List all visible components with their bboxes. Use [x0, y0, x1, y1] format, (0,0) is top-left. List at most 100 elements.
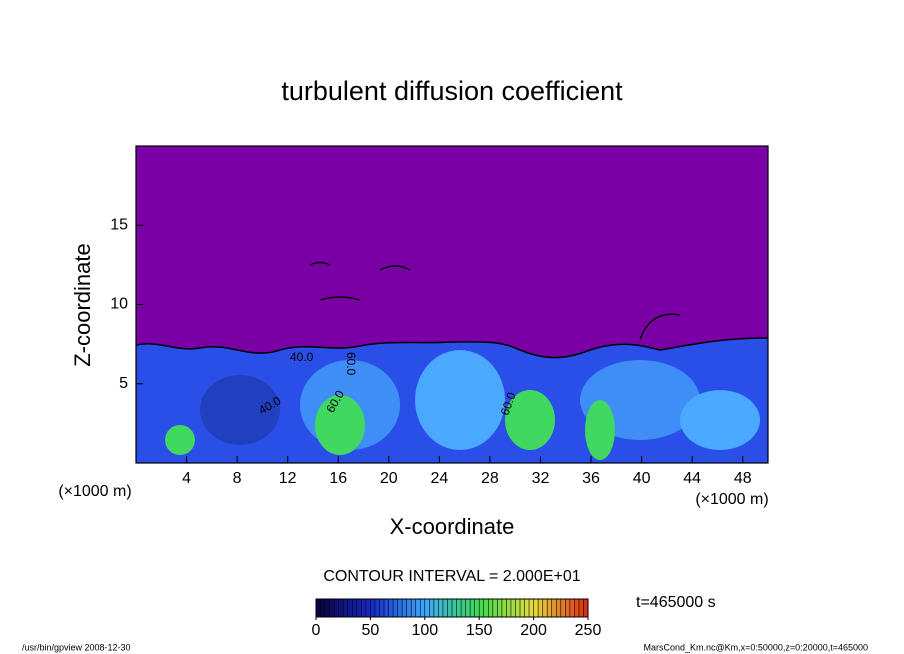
colorbar-cell — [420, 599, 425, 617]
colorbar-cell — [515, 599, 520, 617]
colorbar-cell — [569, 599, 575, 617]
y-tick-label: 5 — [119, 375, 128, 392]
colorbar-cell — [547, 599, 552, 617]
colorbar-cell — [397, 599, 403, 617]
x-tick-label: 40 — [633, 470, 651, 487]
colorbar-cell — [538, 599, 543, 617]
field-blob — [680, 390, 760, 450]
x-tick-label: 44 — [683, 470, 701, 487]
colorbar-cell — [574, 599, 579, 617]
colorbar-cell — [465, 599, 471, 617]
colorbar-cell — [338, 599, 344, 617]
colorbar-tick-label: 150 — [466, 622, 493, 639]
colorbar-cell — [374, 599, 380, 617]
colorbar-cell — [365, 599, 371, 617]
y-tick-label: 10 — [110, 296, 128, 313]
colorbar-cell — [343, 599, 348, 617]
footer-left: /usr/bin/gpview 2008-12-30 — [22, 642, 131, 652]
x-tick-label: 12 — [279, 470, 297, 487]
colorbar-cell — [578, 599, 584, 617]
colorbar-cell — [483, 599, 489, 617]
contour-line — [135, 337, 769, 359]
colorbar-cell — [529, 599, 534, 617]
x-tick-label: 24 — [430, 470, 448, 487]
colorbar-cell — [456, 599, 462, 617]
field-blob — [415, 350, 505, 450]
x-tick-label: 28 — [481, 470, 499, 487]
colorbar-cell — [334, 599, 339, 617]
field-blob — [200, 375, 280, 445]
colorbar-cell — [542, 599, 548, 617]
colorbar-tick-label: 250 — [575, 622, 602, 639]
colorbar-cell — [329, 599, 335, 617]
colorbar-cell — [501, 599, 507, 617]
x-tick-label: 20 — [380, 470, 398, 487]
colorbar-cell — [524, 599, 530, 617]
colorbar-cell — [520, 599, 525, 617]
colorbar-cell — [488, 599, 493, 617]
colorbar-cell — [447, 599, 452, 617]
colorbar-cell — [406, 599, 412, 617]
colorbar-cell — [551, 599, 557, 617]
colorbar-cell — [461, 599, 466, 617]
footer-right: MarsCond_Km.nc@Km,x=0:50000,z=0:20000,t=… — [643, 642, 868, 652]
x-tick-label: 16 — [329, 470, 347, 487]
colorbar-cell — [438, 599, 443, 617]
colorbar: 0 50 100 150 200 250 — [312, 598, 602, 639]
colorbar-cell — [402, 599, 407, 617]
colorbar-cell — [352, 599, 357, 617]
contour-label: 60.0 — [344, 352, 358, 376]
contour-label: 40.0 — [290, 350, 314, 364]
colorbar-cell — [497, 599, 502, 617]
field-blob — [505, 390, 555, 450]
colorbar-cell — [411, 599, 416, 617]
colorbar-cell — [384, 599, 389, 617]
colorbar-cell — [470, 599, 475, 617]
colorbar-frame — [315, 598, 589, 618]
colorbar-tick-label: 100 — [411, 622, 438, 639]
colorbar-cell — [556, 599, 561, 617]
y-tick-label: 15 — [110, 216, 128, 233]
colorbar-cell — [415, 599, 421, 617]
x-tick-label: 4 — [182, 470, 191, 487]
colorbar-cell — [325, 599, 330, 617]
colorbar-cell — [316, 599, 321, 617]
colorbar-cell — [356, 599, 362, 617]
colorbar-cell — [388, 599, 394, 617]
x-tick-label: 48 — [734, 470, 752, 487]
colorbar-cell — [347, 599, 353, 617]
x-tick-label: 8 — [233, 470, 242, 487]
colorbar-cell — [320, 599, 326, 617]
y-unit: (×1000 m) — [58, 483, 131, 500]
field: 40.0 40.0 60.0 60.0 60.0 — [135, 146, 769, 463]
colorbar-cell — [370, 599, 375, 617]
colorbar-cell — [452, 599, 457, 617]
contour-line — [309, 261, 681, 341]
contour-interval: CONTOUR INTERVAL = 2.000E+01 — [323, 568, 580, 585]
colorbar-cell — [565, 599, 570, 617]
colorbar-cell — [429, 599, 434, 617]
colorbar-tick-label: 200 — [520, 622, 547, 639]
colorbar-tick-label: 50 — [362, 622, 380, 639]
colorbar-cell — [433, 599, 439, 617]
colorbar-cell — [510, 599, 516, 617]
field-blob — [165, 425, 195, 455]
colorbar-cell — [583, 599, 588, 617]
field-blob — [315, 395, 365, 455]
chart-title: turbulent diffusion coefficient — [281, 76, 623, 106]
y-axis-label: Z-coordinate — [70, 243, 95, 367]
colorbar-cell — [379, 599, 384, 617]
colorbar-cell — [442, 599, 448, 617]
colorbar-cell — [393, 599, 398, 617]
colorbar-cell — [492, 599, 498, 617]
x-axis-label: X-coordinate — [390, 514, 515, 539]
colorbar-tick-label: 0 — [312, 622, 321, 639]
x-unit: (×1000 m) — [695, 491, 768, 508]
x-tick-label: 36 — [582, 470, 600, 487]
colorbar-cell — [560, 599, 566, 617]
colorbar-cell — [424, 599, 430, 617]
x-tick-label: 32 — [532, 470, 550, 487]
colorbar-cell — [479, 599, 484, 617]
field-blob — [585, 400, 615, 460]
